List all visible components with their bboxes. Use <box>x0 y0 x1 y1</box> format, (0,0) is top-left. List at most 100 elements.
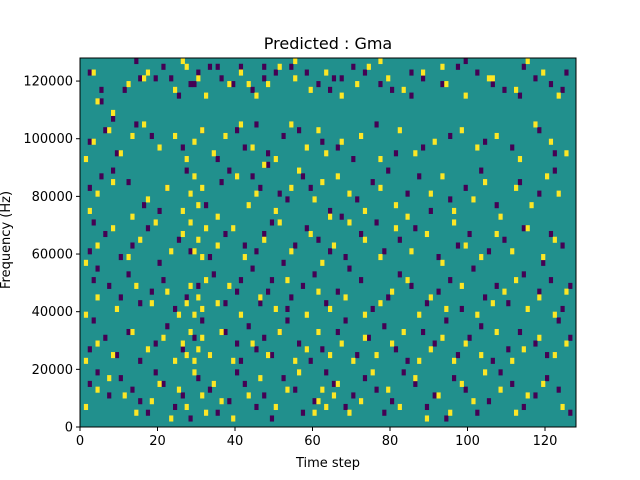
heatmap-cell-high <box>413 150 418 157</box>
heatmap-cell-low <box>556 317 561 324</box>
heatmap-cell-low <box>448 277 453 284</box>
heatmap-cell-high <box>440 63 445 70</box>
heatmap-cell-low <box>312 271 317 278</box>
heatmap-cell-high <box>204 409 209 416</box>
heatmap-cell-low <box>95 265 100 272</box>
heatmap-cell-high <box>378 300 383 307</box>
heatmap-cell-low <box>114 150 120 157</box>
heatmap-cell-high <box>564 150 569 157</box>
heatmap-cell-high <box>211 150 216 157</box>
heatmap-cell-high <box>370 369 375 376</box>
heatmap-cell-high <box>424 415 430 422</box>
heatmap-cell-low <box>188 248 193 255</box>
heatmap-cell-low <box>91 317 96 324</box>
heatmap-cell-high <box>184 63 189 70</box>
y-axis-label: Frequency (Hz) <box>0 191 14 289</box>
heatmap-cell-low <box>421 144 426 151</box>
heatmap-cell-high <box>258 375 263 382</box>
heatmap-cell-high <box>393 202 399 209</box>
chart-title: Predicted : Gma <box>264 34 392 53</box>
heatmap-cell-low <box>568 282 573 289</box>
heatmap-cell-high <box>169 415 174 422</box>
heatmap-cell-high <box>223 132 228 140</box>
heatmap-cell-low <box>266 161 271 168</box>
heatmap-cell-high <box>180 230 185 238</box>
heatmap-cell-low <box>99 86 104 93</box>
heatmap-cell-low <box>227 398 232 405</box>
heatmap-cell-high <box>498 213 503 220</box>
x-tick-label: 20 <box>149 434 166 449</box>
heatmap-cell-high <box>192 138 197 145</box>
heatmap-cell-low <box>87 184 92 191</box>
heatmap-cell-high <box>335 173 340 180</box>
heatmap-cell-low <box>521 63 526 70</box>
heatmap-cell-high <box>537 294 542 301</box>
heatmap-cell-low <box>262 75 267 82</box>
heatmap-cell-high <box>289 121 294 128</box>
heatmap-cell-high <box>273 403 278 411</box>
heatmap-cell-high <box>525 392 530 399</box>
heatmap-cell-high <box>405 213 410 220</box>
heatmap-cell-high <box>393 225 399 232</box>
heatmap-cell-high <box>541 380 546 387</box>
heatmap-cell-low <box>254 403 259 411</box>
heatmap-cell-low <box>308 184 313 191</box>
heatmap-cell-low <box>153 75 158 82</box>
heatmap-cell-high <box>111 225 116 232</box>
heatmap-cell-low <box>273 69 278 76</box>
heatmap-cell-low <box>149 288 154 295</box>
heatmap-cell-high <box>204 92 209 99</box>
heatmap-cell-high <box>533 121 538 128</box>
heatmap-cell-low <box>281 259 286 266</box>
heatmap-cell-high <box>440 334 445 341</box>
heatmap-cell-high <box>483 369 488 376</box>
heatmap-cell-high <box>192 248 197 255</box>
heatmap-cell-high <box>359 132 364 140</box>
heatmap-cell-high <box>254 190 259 197</box>
heatmap-cell-low <box>269 277 275 284</box>
heatmap-cell-high <box>134 409 139 416</box>
heatmap-cell-high <box>347 409 352 416</box>
y-tick-label: 120000 <box>23 75 73 90</box>
heatmap-cell-low <box>122 86 127 93</box>
heatmap-cell-low <box>405 190 410 197</box>
heatmap-cell-high <box>184 352 189 359</box>
y-tick-label: 0 <box>65 421 73 436</box>
heatmap-cell-high <box>556 92 561 99</box>
heatmap-cell-low <box>269 352 275 359</box>
heatmap-cell-high <box>145 69 151 76</box>
heatmap-cell-high <box>339 340 344 347</box>
heatmap-cell-low <box>428 207 433 214</box>
heatmap-cell-low <box>176 236 182 243</box>
heatmap-cell-high <box>459 127 464 134</box>
heatmap-cell-low <box>351 392 356 399</box>
heatmap-cell-high <box>130 213 135 220</box>
heatmap-cell-high <box>285 386 290 393</box>
heatmap-cell-high <box>297 369 302 376</box>
heatmap-cell-low <box>149 132 154 140</box>
heatmap-cell-low <box>548 230 554 238</box>
heatmap-cell-high <box>560 403 565 411</box>
heatmap-cell-high <box>95 242 100 249</box>
heatmap-cell-high <box>479 254 484 261</box>
heatmap-cell-high <box>514 86 519 93</box>
heatmap-cell-high <box>134 282 139 289</box>
heatmap-cell-low <box>343 403 348 411</box>
heatmap-cell-high <box>192 357 197 364</box>
heatmap-cell-high <box>359 398 364 405</box>
heatmap-cell-high <box>362 334 368 341</box>
heatmap-cell-high <box>273 207 278 214</box>
heatmap-cell-low <box>250 86 255 93</box>
heatmap-cell-low <box>293 242 298 249</box>
heatmap-cell-high <box>316 328 321 336</box>
heatmap-cell-high <box>184 156 189 163</box>
heatmap-cell-high <box>331 242 337 249</box>
heatmap-cell-high <box>328 352 333 359</box>
heatmap-cell-low <box>293 386 298 393</box>
heatmap-cell-high <box>231 357 236 364</box>
heatmap-cell-low <box>238 63 244 70</box>
heatmap-cell-low <box>382 248 387 255</box>
heatmap-cell-high <box>514 184 519 191</box>
heatmap-cell-high <box>308 230 313 238</box>
heatmap-cell-high <box>351 357 356 364</box>
